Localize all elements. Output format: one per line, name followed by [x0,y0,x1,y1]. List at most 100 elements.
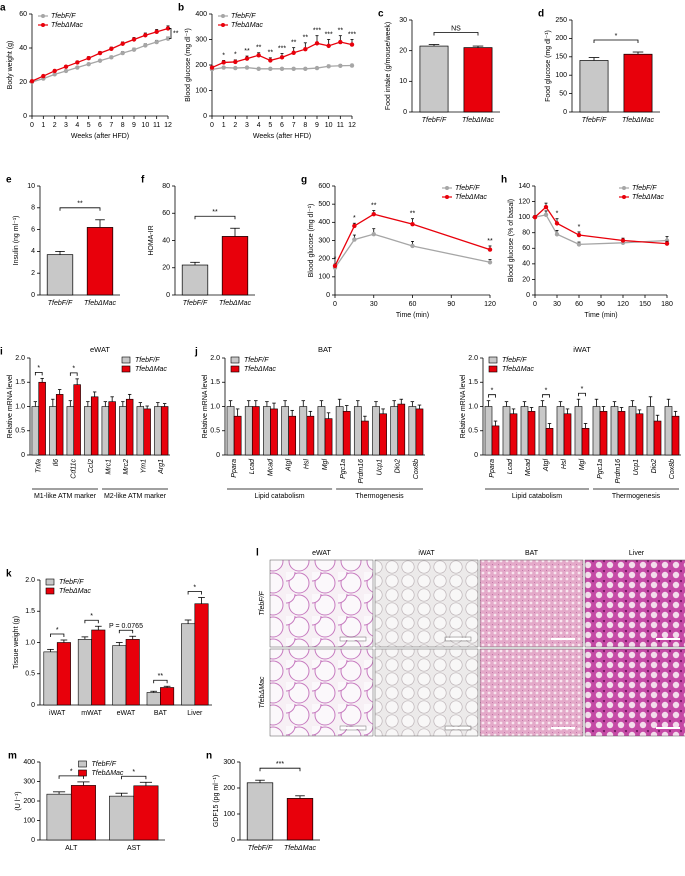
x-tick-label: 0 [210,122,214,129]
x-axis-label: Weeks (after HFD) [253,133,311,140]
point [410,243,415,249]
x-tick-label: eWAT [117,710,136,717]
x-tick-label: BAT [154,710,168,717]
x-tick-label: Mcad [267,458,274,476]
sig-label: * [193,584,196,591]
sig-label: * [222,52,225,59]
y-tick-label: 200 [555,35,567,42]
point [576,242,582,247]
panel-letter: c [378,9,384,20]
x-tick-label: 1 [41,122,45,129]
scale-bar-outline [444,636,472,642]
y-tick-label: 0 [474,452,478,459]
column-label: Liver [629,550,645,557]
point [233,59,238,65]
x-tick-label: AST [127,845,141,852]
x-tick-label: Ccl2 [88,459,95,473]
y-axis-label: Insulin (ng ml⁻¹) [13,216,20,266]
y-tick-label: 4 [31,248,35,255]
x-tick-label: 12 [164,122,172,129]
y-tick-label: 0.5 [15,428,25,435]
bar [379,413,387,456]
sig-label: ** [158,673,164,680]
x-tick-label: Lcad [249,458,256,474]
x-tick-label: 3 [64,122,68,129]
y-tick-label: 0 [203,113,207,120]
point [244,56,250,61]
histology-image [584,648,685,737]
bar [545,428,554,456]
y-tick-label: 50 [559,90,567,97]
x-tick-label: 30 [370,301,378,308]
legend-marker [622,186,626,190]
sig-bracket [118,629,134,634]
histology-image [374,559,479,648]
x-tick-label: 60 [409,301,417,308]
legend-label: TfebΔMac [59,588,91,595]
bar [160,406,169,456]
y-axis-label: Blood glucose (% of basal) [508,199,515,282]
x-tick-label: 60 [575,301,583,308]
y-tick-label: 0 [23,113,27,120]
legend-marker [41,14,45,18]
y-tick-label: 100 [555,72,567,79]
bar [361,420,369,456]
panel-letter: g [301,175,307,186]
y-tick-label: 0 [403,109,407,116]
panel-letter: h [501,175,507,186]
point [221,60,226,65]
sig-label: ** [487,238,493,245]
bar [390,406,399,456]
chart-title: iWAT [573,345,591,354]
y-axis-label: Blood glucose (mg dl⁻¹) [308,204,315,278]
row-label: TfebF/F [259,591,266,616]
y-axis-label: GDF15 (pg ml⁻¹) [213,775,220,827]
bar [91,629,106,706]
panel-letter: i [0,347,3,358]
bar [109,795,135,841]
legend-swatch [121,365,131,373]
x-tick-label: Tnfa [36,459,43,473]
y-tick-label: 0.5 [468,428,478,435]
sig-label: * [37,365,40,372]
y-tick-label: 1.0 [468,403,478,410]
panel-letter: e [6,175,12,186]
y-tick-label: 100 [518,214,530,221]
y-tick-label: 100 [195,87,207,94]
x-tick-label: 0 [533,301,537,308]
x-tick-label: 6 [280,122,284,129]
point [487,260,493,265]
x-tick-label: 1 [222,122,226,129]
bar [112,645,127,706]
y-tick-label: 1.5 [15,379,25,386]
x-tick-label: 6 [98,122,102,129]
x-tick-label: Ppara [231,459,238,478]
point [63,68,69,74]
y-tick-label: 40 [162,237,170,244]
point [371,211,376,217]
bar [671,415,680,456]
bar [43,651,58,706]
point [109,55,114,60]
bar [133,785,159,841]
legend-label: TfebF/F [51,13,76,20]
x-tick-label: Ucp1 [633,459,640,475]
sig-bracket [578,392,586,397]
point [268,66,273,72]
y-tick-label: 100 [318,274,330,281]
bar [263,406,271,456]
bar [342,411,351,456]
point [338,63,343,68]
bar [646,406,655,456]
y-tick-label: 1.5 [25,608,35,615]
x-tick-label: Atgl [543,459,550,473]
sig-bracket [433,32,479,36]
sig-label: * [132,769,135,776]
point [52,68,57,74]
x-tick-label: 3 [245,122,249,129]
sig-bracket [84,619,99,624]
y-tick-label: 300 [195,36,207,43]
x-tick-label: Lcad [507,458,514,474]
y-tick-label: 140 [518,183,530,190]
